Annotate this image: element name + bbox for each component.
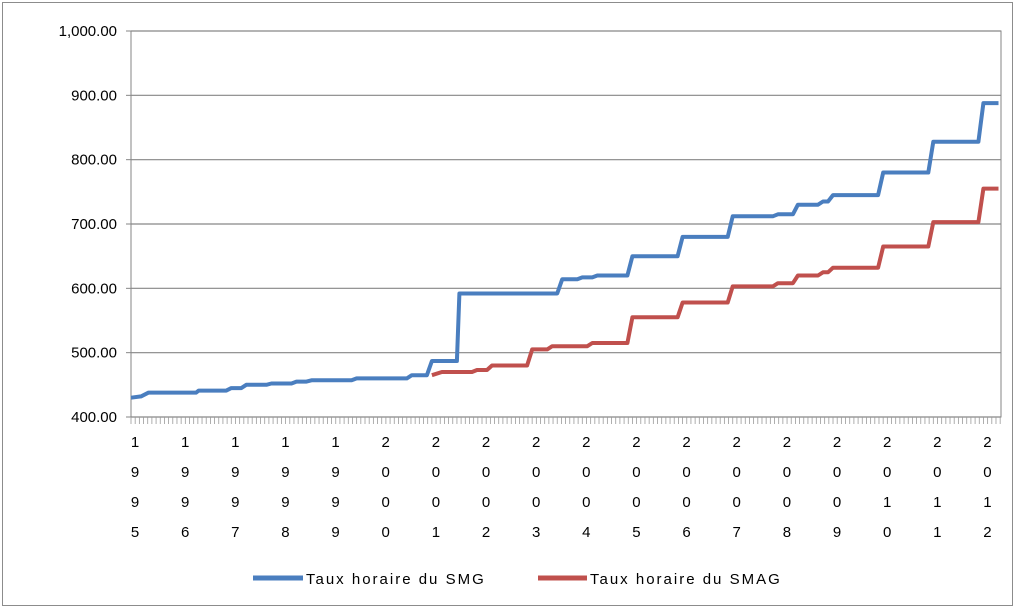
y-tick-label: 500.00: [71, 345, 117, 362]
series-lines: [130, 101, 999, 400]
series-line-smag: [431, 186, 999, 378]
series-line-smg: [130, 101, 999, 400]
legend-item-smag-label: Taux horaire du SMAG: [590, 571, 782, 588]
x-axis: 1 9 9 5 1 9 9 6 1 9 9 7 1 9 9 8 1 9 9 9 2 0 0 0 2 0 0 1 2 0 0 2 2 0 0 3 2 0 0 4…: [130, 416, 1001, 541]
y-axis-ticks: 400.00 500.00 600.00 700.00 800.00 900.00 1,00…: [59, 23, 131, 426]
legend-item-smg-label: Taux horaire du SMG: [306, 571, 486, 588]
y-tick-label: 600.00: [71, 280, 117, 297]
y-tick-label: 1,000.00: [59, 23, 117, 40]
y-tick-label: 700.00: [71, 216, 117, 233]
y-tick-label: 900.00: [71, 87, 117, 104]
y-tick-label: 400.00: [71, 409, 117, 426]
legend: Taux horaire du SMG Taux horaire du SMAG: [253, 571, 782, 588]
chart-canvas: 400.00 500.00 600.00 700.00 800.00 900.00 1,00…: [59, 23, 1002, 588]
y-tick-label: 800.00: [71, 152, 117, 169]
gridlines: [130, 30, 1002, 418]
